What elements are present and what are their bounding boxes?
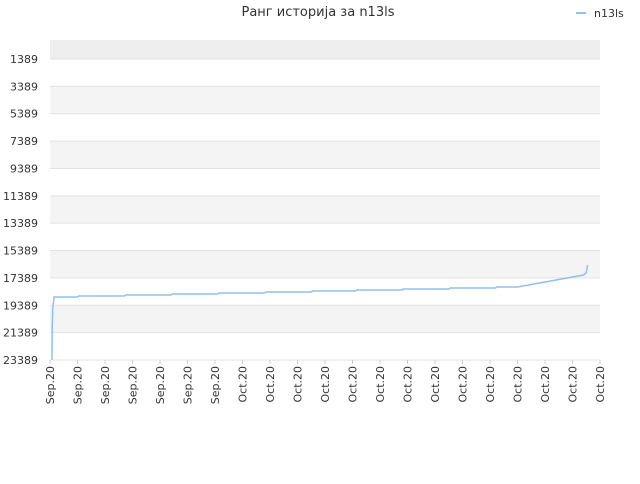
y-tick-label: 9389 [10, 162, 38, 175]
x-tick-label: Oct.20 [512, 366, 525, 403]
y-tick-label: 19389 [3, 299, 38, 312]
x-tick-label: Sep.20 [154, 366, 167, 404]
band [50, 40, 600, 60]
x-tick-label: Sep.20 [182, 366, 195, 404]
x-tick-label: Oct.20 [319, 366, 332, 403]
legend-label: n13ls [594, 7, 624, 20]
x-tick-label: Oct.20 [457, 366, 470, 403]
y-tick-label: 5389 [10, 108, 38, 121]
x-tick-label: Oct.20 [237, 366, 250, 403]
x-tick-label: Oct.20 [484, 366, 497, 403]
x-tick-label: Oct.20 [374, 366, 387, 403]
y-tick-label: 17389 [3, 272, 38, 285]
band [50, 86, 600, 114]
band [50, 305, 600, 333]
y-tick-label: 15389 [3, 245, 38, 258]
x-tick-label: Sep.20 [209, 366, 222, 404]
band [50, 168, 600, 196]
band [50, 141, 600, 169]
x-tick-label: Sep.20 [99, 366, 112, 404]
y-tick-label: 3389 [10, 80, 38, 93]
band [50, 332, 600, 360]
x-tick-label: Oct.20 [264, 366, 277, 403]
x-tick-label: Sep.20 [72, 366, 85, 404]
y-tick-label: 1389 [10, 53, 38, 66]
band [50, 113, 600, 142]
band [50, 250, 600, 278]
y-tick-label: 11389 [3, 190, 38, 203]
x-tick-label: Oct.20 [594, 366, 607, 403]
x-tick-label: Oct.20 [567, 366, 580, 403]
y-tick-label: 23389 [3, 354, 38, 367]
x-tick-label: Oct.20 [292, 366, 305, 403]
x-tick-label: Oct.20 [347, 366, 360, 403]
band [50, 195, 600, 224]
x-tick-label: Sep.20 [44, 366, 57, 404]
y-tick-label: 7389 [10, 135, 38, 148]
series-line [51, 264, 589, 361]
band [50, 59, 600, 87]
chart-title: Ранг историја за n13ls [242, 5, 395, 20]
y-tick-label: 13389 [3, 217, 38, 230]
y-tick-label: 21389 [3, 327, 38, 340]
x-tick-label: Oct.20 [539, 366, 552, 403]
band [50, 223, 600, 251]
x-tick-label: Sep.20 [127, 366, 140, 404]
x-tick-label: Oct.20 [402, 366, 415, 403]
x-tick-label: Oct.20 [429, 366, 442, 403]
